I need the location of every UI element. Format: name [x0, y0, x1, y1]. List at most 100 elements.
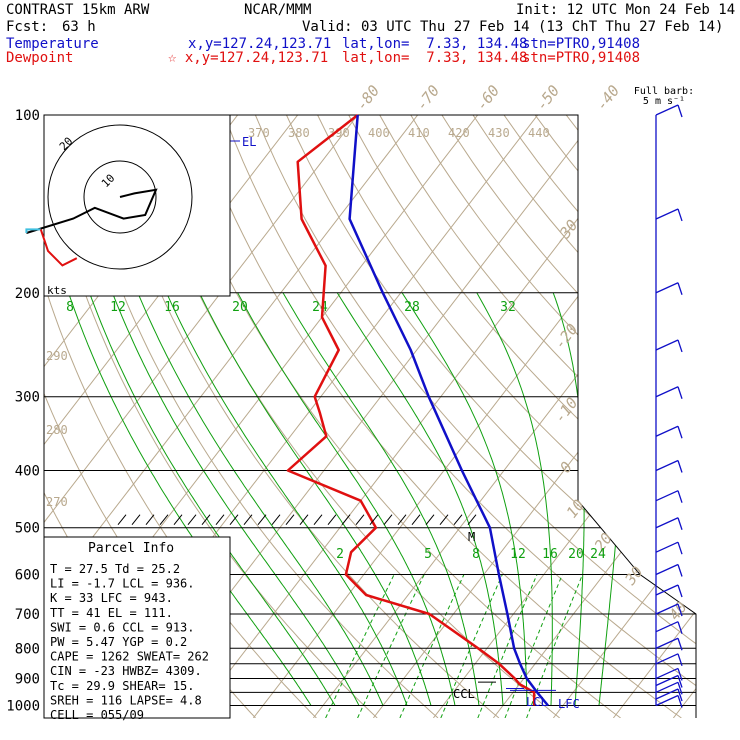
wind-barb-shaft — [655, 667, 679, 680]
pressure-tick-label: 200 — [15, 286, 40, 302]
mixing-ratio-label: 20 — [568, 547, 584, 562]
dewpoint-label: Dewpoint — [6, 50, 74, 66]
wind-barb-flag — [677, 282, 683, 295]
wind-barb — [655, 459, 683, 473]
theta-label: 370 — [248, 126, 270, 140]
wind-barb-shaft — [655, 674, 679, 687]
dry-adiabat-line — [317, 115, 696, 718]
wind-barb-flag — [677, 584, 683, 598]
wind-barb-shaft — [655, 637, 679, 649]
wind-barb-shaft — [655, 490, 679, 502]
parcel-info-title: Parcel Info — [88, 541, 174, 556]
dry-adiabat-line — [503, 115, 696, 718]
hatch-mark — [145, 514, 155, 526]
hodograph-trace-mid — [25, 228, 41, 233]
wind-barb-shaft — [655, 603, 679, 615]
hatch-mark — [313, 514, 323, 526]
isotherm-label: -60 — [472, 82, 503, 114]
dry-adiabat-line — [254, 115, 696, 718]
hatch-mark — [243, 514, 253, 526]
wind-barb-shaft — [655, 688, 679, 700]
wind-barb — [655, 621, 683, 634]
hatch-mark — [201, 514, 211, 526]
wind-barb — [655, 674, 683, 688]
hatch-mark — [257, 514, 267, 526]
mixing-ratio-label: 20 — [232, 300, 248, 315]
hodograph-box — [43, 114, 231, 297]
model-title: CONTRAST 15km ARW — [6, 2, 150, 18]
wind-barb — [655, 425, 683, 439]
wind-barb-shaft — [655, 694, 679, 707]
wind-barb — [655, 517, 683, 530]
wind-barb-flag — [677, 688, 683, 702]
isotherm-line — [552, 115, 696, 718]
wind-barb — [655, 694, 683, 708]
wind-barb — [655, 681, 683, 695]
hatch-mark — [271, 514, 281, 526]
parcel-info-line: CELL = 055/09 — [50, 708, 144, 722]
hodograph-trace-low — [26, 188, 158, 234]
wind-barb — [655, 104, 683, 118]
dry-adiabat-line — [68, 115, 439, 718]
wind-barb-flag — [677, 621, 683, 634]
wind-barb-flag — [677, 460, 683, 473]
wind-barb-flag — [677, 386, 683, 399]
dry-adiabat-line — [99, 115, 500, 718]
hatch-mark — [467, 514, 477, 526]
barb-legend-line: Full barb: — [634, 86, 694, 97]
wind-barb — [655, 541, 683, 555]
isotherm-line — [252, 115, 696, 718]
dry-adiabat-line — [192, 115, 682, 718]
mixing-ratio-label: 2 — [336, 547, 344, 562]
hodograph-ring-20 — [47, 124, 193, 270]
hatch-mark — [425, 514, 435, 526]
dewpoint-xy: ☆ x,y=127.24,123.71 — [168, 50, 329, 66]
wind-barb-shaft — [655, 104, 679, 116]
parcel-info-line: CIN = -23 HWBZ= 4309. — [50, 664, 202, 678]
hodograph-ring-10 — [83, 160, 157, 234]
moist-adiabat-line — [552, 292, 585, 706]
theta-label: 290 — [46, 349, 68, 363]
moist-adiabat-line — [476, 292, 553, 706]
dry-adiabat-line — [659, 115, 696, 718]
temperature-xy: x,y=127.24,123.71 — [188, 36, 332, 52]
theta-label: 380 — [288, 126, 310, 140]
parcel-info-line: PW = 5.47 YGP = 0.2 — [50, 635, 187, 649]
wind-barb-shaft — [655, 653, 679, 665]
mixing-ratio-label: 24 — [590, 547, 606, 562]
temperature-latlon: lat,lon= 7.33, 134.48 — [342, 36, 528, 52]
source-label: NCAR/MMM — [244, 2, 312, 18]
pressure-axis: 100 200 300 400 500 600 700 800 900 1000 — [6, 108, 40, 714]
isotherm-line — [44, 115, 359, 718]
isotherm-label: -80 — [352, 82, 383, 114]
theta-labels: 370 380 390 400 410 420 430 440 290 280 270 — [46, 126, 550, 509]
dry-adiabat-line — [44, 115, 378, 718]
hatch-mark — [229, 514, 239, 526]
wind-barb-shaft — [655, 517, 679, 529]
fcst-value: 63 h — [62, 19, 96, 35]
mixing-ratio-line — [325, 574, 395, 718]
wind-barb-shaft — [655, 282, 679, 294]
dewpoint-latlon: lat,lon= 7.33, 134.48 — [342, 50, 528, 66]
mixing-ratio-labels: 8 12 16 20 24 28 32 2 5 8 12 16 20 24 — [66, 300, 606, 562]
mixing-ratio-label: 8 — [66, 300, 74, 315]
parcel-info-line: TT = 41 EL = 111. — [50, 606, 173, 620]
dewpoint-profile-line — [286, 114, 536, 706]
mixing-ratio-line — [504, 574, 563, 718]
pressure-tick-label: 600 — [15, 567, 40, 583]
hatch-mark — [327, 514, 337, 526]
wind-barb-flag — [677, 208, 683, 222]
pressure-tick-label: 900 — [15, 671, 40, 687]
isotherm-label: -30 — [551, 216, 582, 248]
parcel-info-line: SWI = 0.6 CCL = 913. — [50, 620, 195, 634]
isotherm-line — [612, 115, 696, 718]
wind-barb — [655, 208, 683, 222]
parcel-info-box — [43, 536, 231, 719]
init-time: Init: 12 UTC Mon 24 Feb 14 — [516, 2, 736, 18]
hatch-mark — [159, 514, 169, 526]
mixing-ratio-line — [477, 574, 538, 718]
parcel-info-line: LI = -1.7 LCL = 936. — [50, 577, 195, 591]
parcel-info-line: Tc = 29.9 SHEAR= 15. — [50, 679, 195, 693]
